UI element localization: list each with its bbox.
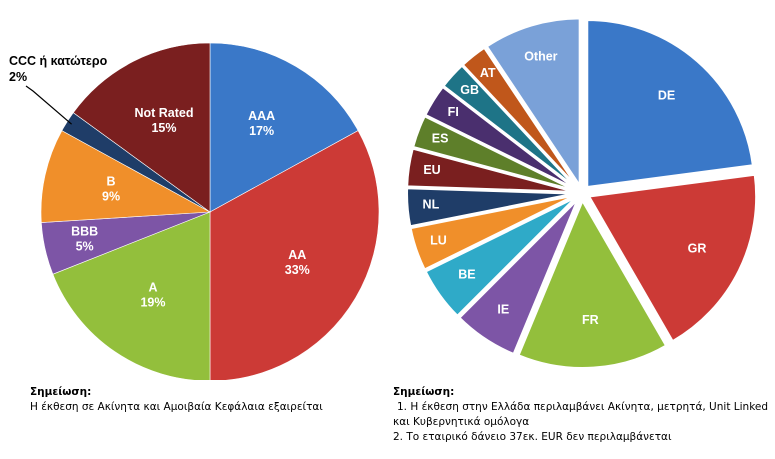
slice-group-fi: FI: [424, 85, 576, 190]
note-right-heading: Σημείωση:: [393, 386, 455, 398]
slice-group-at: AT: [461, 46, 578, 188]
note-left-line: Η έκθεση σε Ακίνητα και Αμοιβαία Κεφάλαι…: [30, 401, 323, 413]
slice-label-gr: GR: [688, 242, 707, 256]
slice-lu: [409, 194, 575, 271]
slice-label-a: A 19%: [140, 281, 165, 310]
slice-label-be: BE: [458, 268, 475, 282]
slice-eu: [406, 147, 575, 193]
slice-group-eu: EU: [406, 147, 575, 193]
note-right-line-2: και Κυβερνητικά ομόλογα: [393, 416, 530, 428]
slice-gb: [442, 64, 577, 189]
note-right-line-3: 2. Το εταιρικό δάνειο 37εκ. EUR δεν περι…: [393, 431, 672, 443]
rating-pie-chart: AAA 17% AA 33% A 19% BBB 5% B 9% CCC ή κατώτερο 2% N…: [9, 42, 380, 380]
slice-de: [586, 18, 754, 189]
slice-label-lu: LU: [430, 234, 447, 248]
slice-fr: [517, 198, 668, 369]
slice-group-de: DE: [586, 18, 754, 189]
slice-group-nl: NL: [406, 187, 575, 228]
slice-not-rated: [72, 42, 211, 213]
slice-label-gb: GB: [460, 83, 479, 97]
slice-group-gb: GB: [442, 64, 577, 189]
slice-group-other: Other: [485, 17, 581, 189]
slice-group-be: BE: [424, 196, 577, 318]
slice-label-ccc: CCC ή κατώτερο 2%: [9, 54, 108, 84]
slice-label-aa: AA 33%: [285, 248, 310, 277]
slice-label-de: DE: [658, 89, 675, 103]
slice-es: [411, 114, 575, 192]
slice-label-b: B 9%: [102, 175, 120, 204]
slice-aaa: [209, 42, 359, 213]
slice-other: [485, 17, 581, 189]
slice-label-fi: FI: [448, 105, 459, 119]
slice-group-lu: LU: [409, 194, 575, 271]
slice-label-es: ES: [432, 132, 449, 146]
slice-b: [40, 130, 212, 223]
slice-label-eu: EU: [423, 163, 440, 177]
slice-group-fr: FR: [517, 198, 668, 369]
slice-ie: [458, 198, 579, 356]
slice-nl: [406, 187, 575, 228]
slice-group-es: ES: [411, 114, 575, 192]
slice-label-not-rated: Not Rated 15%: [134, 106, 193, 135]
slice-aa: [209, 130, 380, 380]
note-right-line-1: 1. Η έκθεση στην Ελλάδα περιλαμβάνει Ακί…: [397, 401, 769, 413]
slice-a: [52, 211, 211, 380]
slice-label-aaa: AAA 17%: [248, 110, 275, 139]
note-left-heading: Σημείωση:: [30, 386, 92, 398]
slice-label-nl: NL: [423, 198, 440, 212]
chart-canvas: AAA 17% AA 33% A 19% BBB 5% B 9% CCC ή κατώτερο 2% N…: [9, 17, 758, 380]
callout-leader-line: [25, 85, 72, 125]
slice-label-bbb: BBB 5%: [71, 225, 98, 254]
slice-label-fr: FR: [582, 313, 599, 327]
slice-group-gr: GR: [587, 173, 758, 343]
slice-fi: [424, 85, 576, 190]
slice-be: [424, 196, 577, 318]
note-right: Σημείωση: 1. Η έκθεση στην Ελλάδα περιλα…: [393, 385, 773, 445]
slice-gr: [587, 173, 758, 343]
slice-at: [461, 46, 578, 188]
slice-group-ie: IE: [458, 198, 579, 356]
slice-label-other: Other: [524, 50, 557, 64]
slice-label-ie: IE: [497, 303, 509, 317]
slice-label-at: AT: [480, 67, 496, 81]
note-left: Σημείωση: Η έκθεση σε Ακίνητα και Αμοιβα…: [30, 385, 370, 415]
